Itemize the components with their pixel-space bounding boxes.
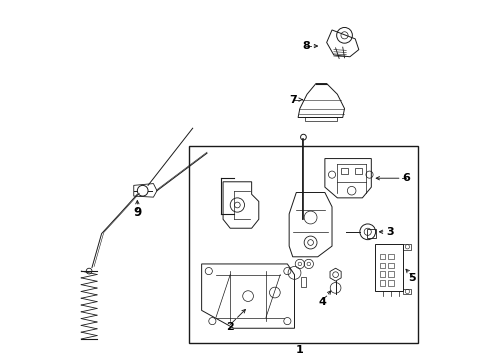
Text: 1: 1 [295, 345, 303, 355]
Bar [189, 146, 417, 342]
Bar [379, 262, 385, 268]
Text: 6: 6 [401, 173, 409, 183]
Bar [366, 229, 375, 238]
Bar [387, 271, 393, 277]
Text: 3: 3 [386, 227, 393, 237]
Text: 8: 8 [302, 41, 309, 51]
Bar [300, 277, 305, 287]
Bar [379, 280, 385, 286]
Text: 4: 4 [318, 297, 325, 307]
Text: 7: 7 [289, 95, 297, 105]
Bar [387, 262, 393, 268]
Bar [387, 253, 393, 259]
Bar [340, 168, 347, 174]
Bar [379, 271, 385, 277]
Bar [403, 289, 410, 294]
Bar [387, 280, 393, 286]
Text: 5: 5 [408, 273, 415, 283]
Text: 9: 9 [133, 206, 141, 219]
Bar [374, 244, 403, 291]
Bar [305, 117, 337, 121]
Bar [354, 168, 362, 174]
Text: 2: 2 [226, 322, 234, 332]
Bar [403, 244, 410, 249]
Bar [379, 253, 385, 259]
